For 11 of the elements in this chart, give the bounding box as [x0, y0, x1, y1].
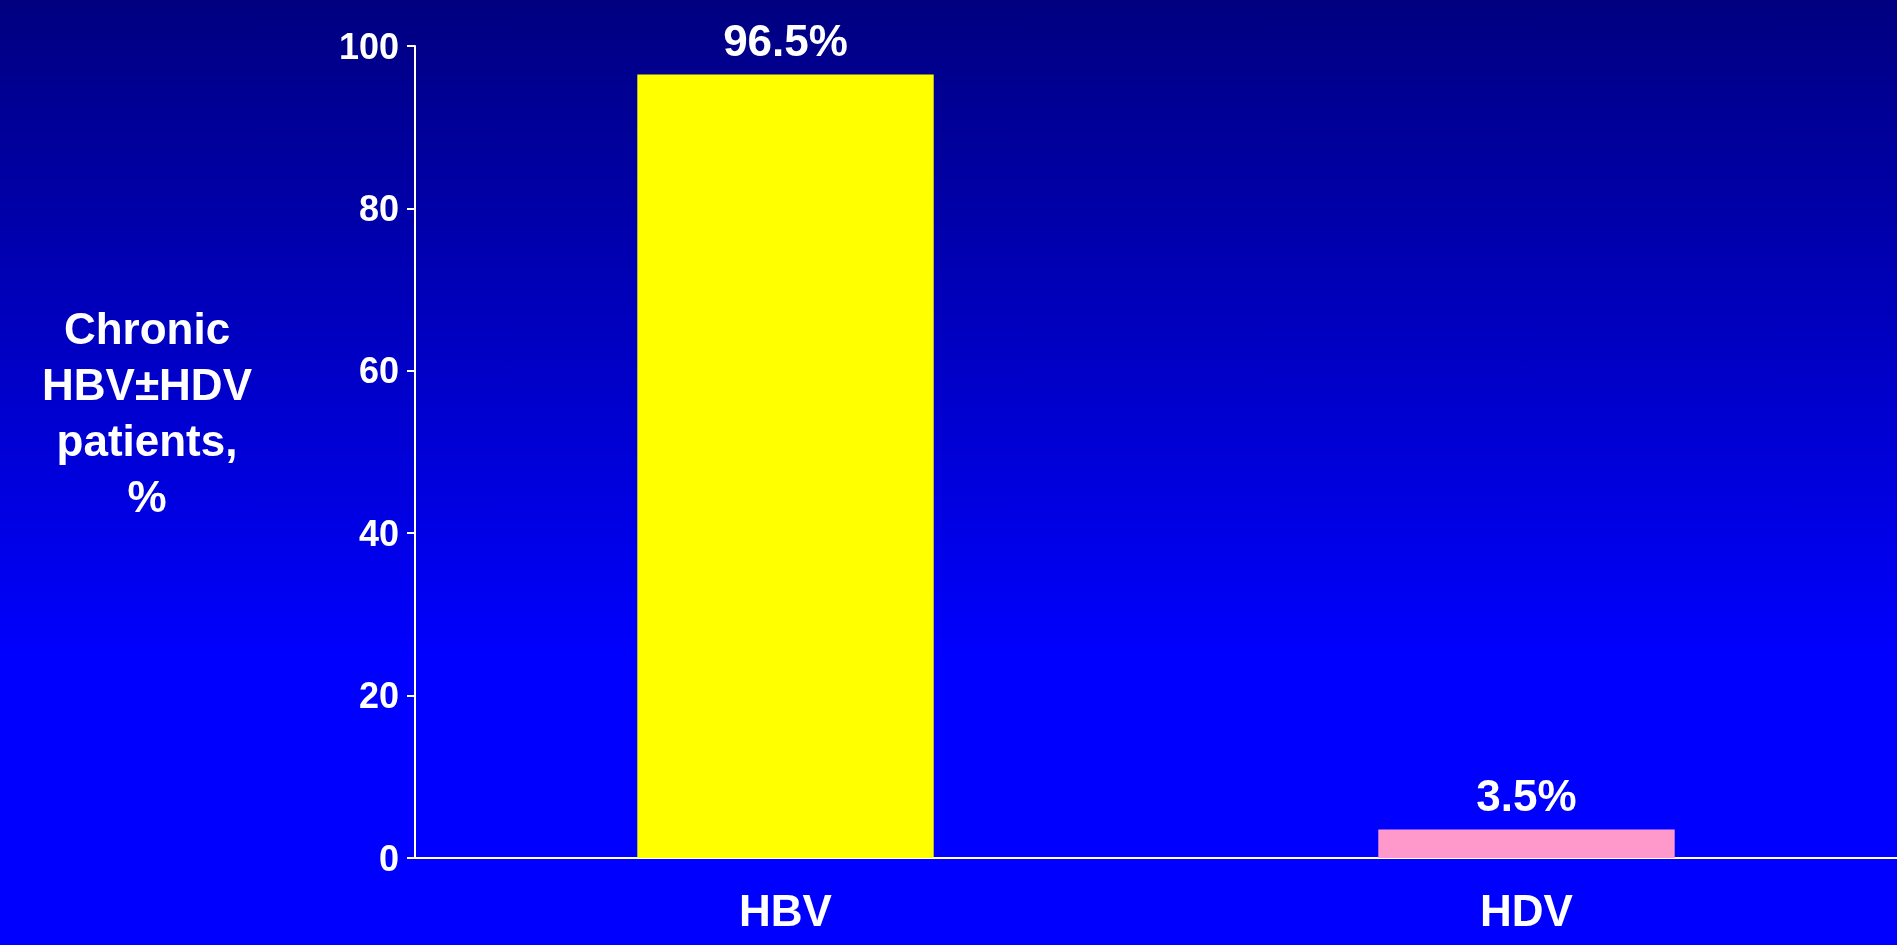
y-tick-label: 20	[358, 675, 399, 717]
y-axis-title: Chronic HBV±HDV patients, %	[42, 303, 253, 521]
y-tick-label: 60	[358, 350, 399, 392]
data-label: 3.5%	[1476, 771, 1577, 821]
y-tick-label: 40	[358, 512, 399, 554]
x-tick-label: HBV	[739, 885, 833, 935]
x-tick-label: HDV	[1480, 885, 1574, 935]
y-tick-label: 80	[358, 187, 399, 229]
y-tick-label: 0	[378, 837, 399, 879]
data-label: 96.5%	[723, 15, 848, 65]
y-tick-label: 100	[338, 25, 399, 67]
